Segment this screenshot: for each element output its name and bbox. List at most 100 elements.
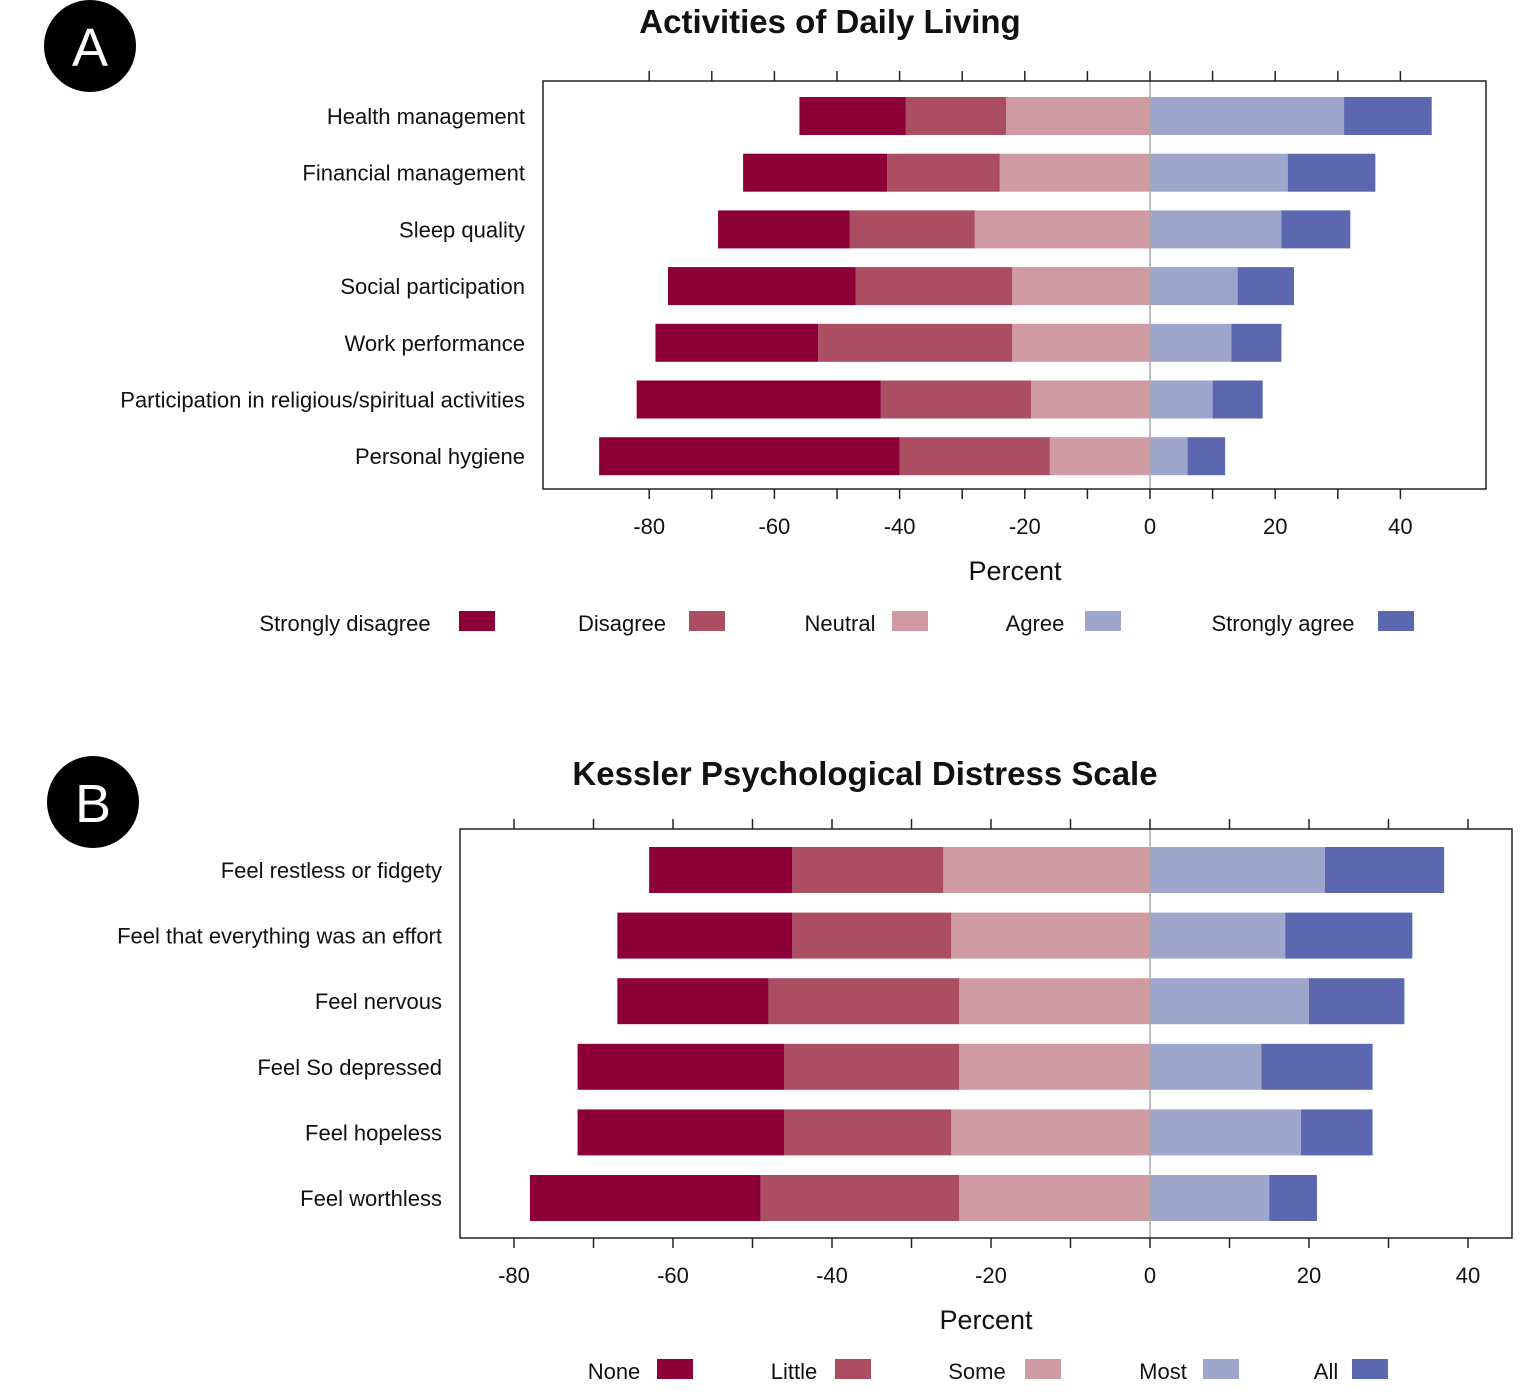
category-label: Sleep quality <box>399 217 525 242</box>
bar-disagree <box>880 380 1032 419</box>
x-tick-label: 40 <box>1456 1263 1480 1288</box>
bar-strongly-disagree <box>718 210 850 249</box>
bar-some <box>951 912 1150 959</box>
panel-label-badge <box>44 0 136 92</box>
bar-none <box>577 1043 785 1090</box>
bar-none <box>617 978 769 1025</box>
bar-strongly-disagree <box>636 380 881 419</box>
panel-b: B Kessler Psychological Distress Scale Fee… <box>47 755 1513 1384</box>
legend-label: Neutral <box>805 611 876 636</box>
panel-label-badge <box>47 756 139 848</box>
legend-swatch <box>1085 611 1121 631</box>
bar-some <box>943 847 1150 893</box>
bar-strongly-agree <box>1231 323 1282 362</box>
legend-label: Agree <box>1006 611 1065 636</box>
legend-swatch <box>459 611 495 631</box>
bar-none <box>577 1109 785 1156</box>
bar-none <box>649 847 793 893</box>
legend-swatch <box>1025 1359 1061 1379</box>
x-tick-label: -40 <box>884 514 916 539</box>
bar-all <box>1309 978 1405 1025</box>
bar-some <box>951 1109 1150 1156</box>
legend-swatch <box>1352 1359 1388 1379</box>
category-label: Health management <box>327 104 525 129</box>
bar-disagree <box>899 437 1050 476</box>
x-tick-label: 20 <box>1263 514 1287 539</box>
bar-agree <box>1150 267 1238 306</box>
panel-label: A <box>72 18 108 78</box>
bar-strongly-disagree <box>799 97 906 135</box>
category-label: Social participation <box>340 274 525 299</box>
panel-label: B <box>75 774 111 834</box>
bar-little <box>784 1109 952 1156</box>
bar-strongly-agree <box>1212 380 1263 419</box>
bar-most <box>1150 978 1309 1025</box>
legend-label: Strongly disagree <box>259 611 430 636</box>
x-tick-label: 0 <box>1144 514 1156 539</box>
legend-label: Strongly agree <box>1211 611 1354 636</box>
bar-agree <box>1150 437 1188 476</box>
bar-strongly-agree <box>1281 210 1351 249</box>
chart-title: Kessler Psychological Distress Scale <box>572 755 1157 792</box>
panel-a: A Activities of Daily Living Health manage… <box>44 0 1487 636</box>
bar-most <box>1150 1175 1270 1221</box>
x-tick-label: 20 <box>1297 1263 1321 1288</box>
x-tick-label: -80 <box>633 514 665 539</box>
category-label: Feel worthless <box>300 1186 442 1211</box>
x-tick-label: -80 <box>498 1263 530 1288</box>
category-label: Feel So depressed <box>257 1055 442 1080</box>
bar-most <box>1150 847 1325 893</box>
bar-neutral <box>1012 267 1150 306</box>
bar-neutral <box>999 153 1150 192</box>
legend-label: Little <box>771 1359 817 1384</box>
bar-neutral <box>1006 97 1150 135</box>
bar-some <box>959 1175 1150 1221</box>
category-label: Feel hopeless <box>305 1120 442 1145</box>
legend-swatch <box>835 1359 871 1379</box>
legend-label: Disagree <box>578 611 666 636</box>
legend-label: None <box>588 1359 641 1384</box>
bar-strongly-disagree <box>655 323 819 362</box>
bar-neutral <box>974 210 1150 249</box>
bar-little <box>768 978 960 1025</box>
category-label: Work performance <box>344 331 525 356</box>
bar-agree <box>1150 153 1288 192</box>
bar-strongly-disagree <box>743 153 888 192</box>
bar-little <box>792 912 952 959</box>
bar-disagree <box>818 323 1013 362</box>
bar-little <box>784 1043 960 1090</box>
category-label: Feel nervous <box>315 989 442 1014</box>
bar-agree <box>1150 380 1213 419</box>
bar-all <box>1285 912 1413 959</box>
bar-some <box>959 978 1150 1025</box>
bar-neutral <box>1012 323 1150 362</box>
legend-swatch <box>1203 1359 1239 1379</box>
legend-label: Some <box>948 1359 1005 1384</box>
x-tick-label: 40 <box>1388 514 1412 539</box>
plot-frame <box>459 828 1513 1239</box>
x-tick-label: -20 <box>975 1263 1007 1288</box>
bar-strongly-agree <box>1237 267 1294 306</box>
category-label: Feel that everything was an effort <box>117 924 442 949</box>
legend-label: Most <box>1139 1359 1187 1384</box>
bar-agree <box>1150 97 1345 135</box>
bar-all <box>1301 1109 1373 1156</box>
category-label: Personal hygiene <box>355 444 525 469</box>
bar-little <box>760 1175 960 1221</box>
bar-agree <box>1150 210 1282 249</box>
x-tick-label: 0 <box>1144 1263 1156 1288</box>
bar-none <box>617 912 793 959</box>
bar-most <box>1150 912 1286 959</box>
legend-swatch <box>689 611 725 631</box>
x-axis-label: Percent <box>968 556 1062 586</box>
x-axis-label: Percent <box>939 1305 1033 1335</box>
bar-neutral <box>1031 380 1150 419</box>
bar-strongly-agree <box>1287 153 1376 192</box>
x-tick-label: -60 <box>759 514 791 539</box>
legend-swatch <box>1378 611 1414 631</box>
bar-all <box>1269 1175 1317 1221</box>
category-label: Feel restless or fidgety <box>221 858 442 883</box>
bar-strongly-agree <box>1187 437 1226 476</box>
bar-strongly-disagree <box>599 437 900 476</box>
legend-swatch <box>657 1359 693 1379</box>
